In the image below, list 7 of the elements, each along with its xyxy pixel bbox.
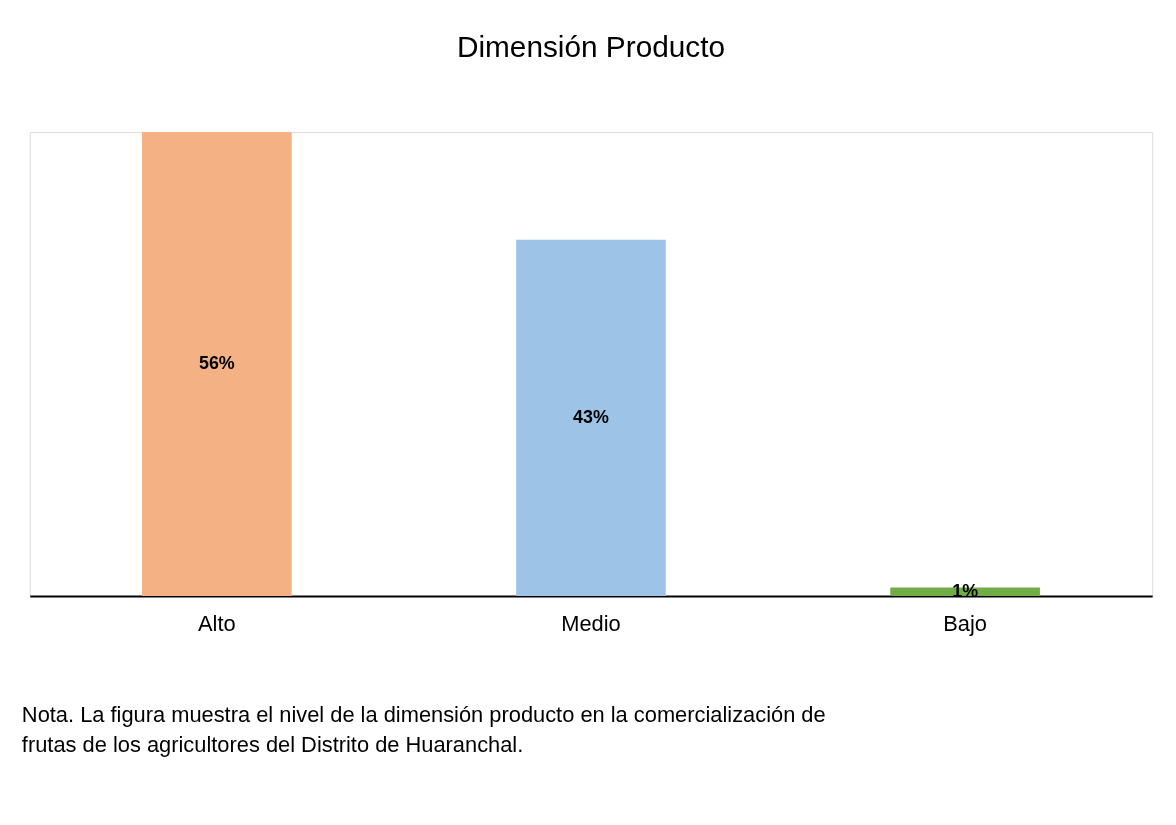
chart-title: Dimensión Producto [456, 29, 726, 63]
x-tick-label: Alto [198, 611, 236, 637]
data-label: 56% [198, 352, 235, 373]
text: Nota. La figura muestra el nivel de la dimensión producto en la comercialización de frutas de los agricultores del Distrito de Huaranchal. [21, 702, 826, 757]
x-tick-label: Bajo [943, 611, 987, 637]
x-tick-label: Medio [561, 611, 621, 637]
data-label: 43% [573, 406, 609, 427]
